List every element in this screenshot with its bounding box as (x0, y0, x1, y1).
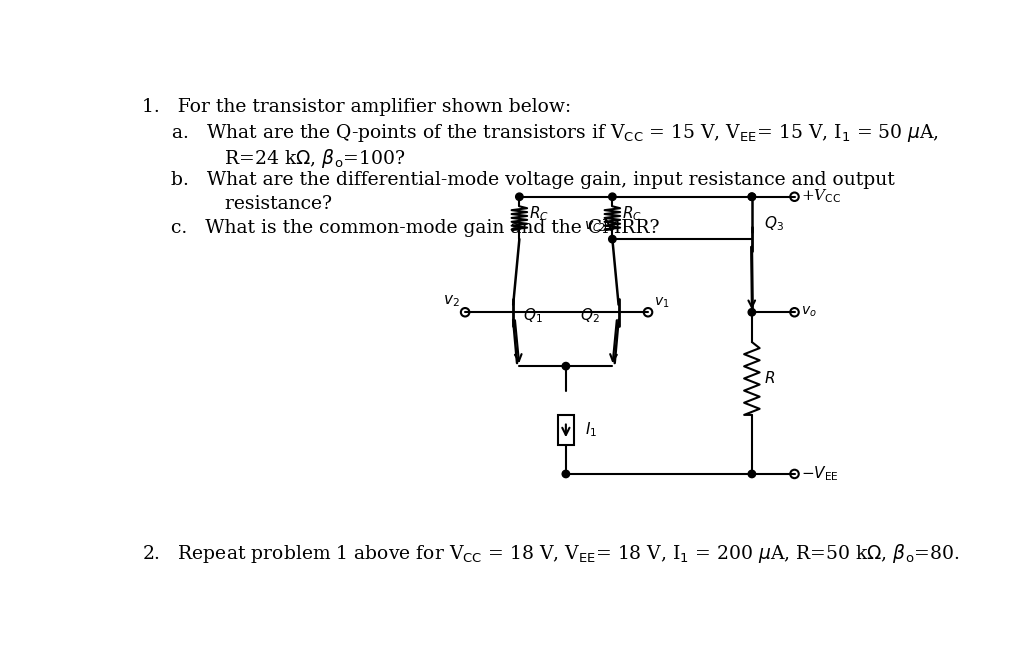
Bar (558, 415, 573, 444)
Circle shape (562, 470, 569, 478)
Text: $v_1$: $v_1$ (654, 296, 670, 310)
Text: a.   What are the Q-points of the transistors if V$_{\rm CC}$ = 15 V, V$_{\rm EE: a. What are the Q-points of the transist… (171, 123, 939, 144)
Text: c.   What is the common-mode gain and the CMRR?: c. What is the common-mode gain and the … (171, 219, 659, 237)
Text: $v_o$: $v_o$ (801, 304, 816, 319)
Circle shape (749, 470, 756, 478)
Circle shape (749, 308, 756, 316)
Circle shape (749, 193, 756, 201)
Text: +V$_{\rm CC}$: +V$_{\rm CC}$ (801, 187, 841, 205)
Circle shape (516, 193, 523, 201)
Text: $-V_{\rm EE}$: $-V_{\rm EE}$ (801, 464, 839, 482)
Text: $v_2$: $v_2$ (443, 293, 460, 310)
Text: $v_{C2}$: $v_{C2}$ (584, 219, 606, 234)
Text: $R$: $R$ (764, 370, 775, 386)
Circle shape (562, 362, 569, 370)
Text: 1.   For the transistor amplifier shown below:: 1. For the transistor amplifier shown be… (142, 98, 571, 116)
Text: b.   What are the differential-mode voltage gain, input resistance and output: b. What are the differential-mode voltag… (171, 171, 894, 189)
Text: $Q_3$: $Q_3$ (764, 214, 783, 233)
Circle shape (608, 193, 616, 201)
Text: resistance?: resistance? (171, 195, 332, 213)
Circle shape (608, 235, 616, 243)
Text: $R_C$: $R_C$ (623, 204, 642, 223)
Text: $R_C$: $R_C$ (529, 204, 550, 223)
Text: $Q_1$: $Q_1$ (523, 307, 543, 326)
Text: $I_1$: $I_1$ (586, 421, 597, 439)
Text: $Q_2$: $Q_2$ (580, 307, 599, 326)
Text: R=24 k$\Omega$, $\beta$$_{\rm o}$=100?: R=24 k$\Omega$, $\beta$$_{\rm o}$=100? (171, 146, 404, 170)
Text: 2.   Repeat problem 1 above for V$_{\rm CC}$ = 18 V, V$_{\rm EE}$= 18 V, I$_1$ =: 2. Repeat problem 1 above for V$_{\rm CC… (142, 542, 959, 565)
Circle shape (749, 193, 756, 201)
